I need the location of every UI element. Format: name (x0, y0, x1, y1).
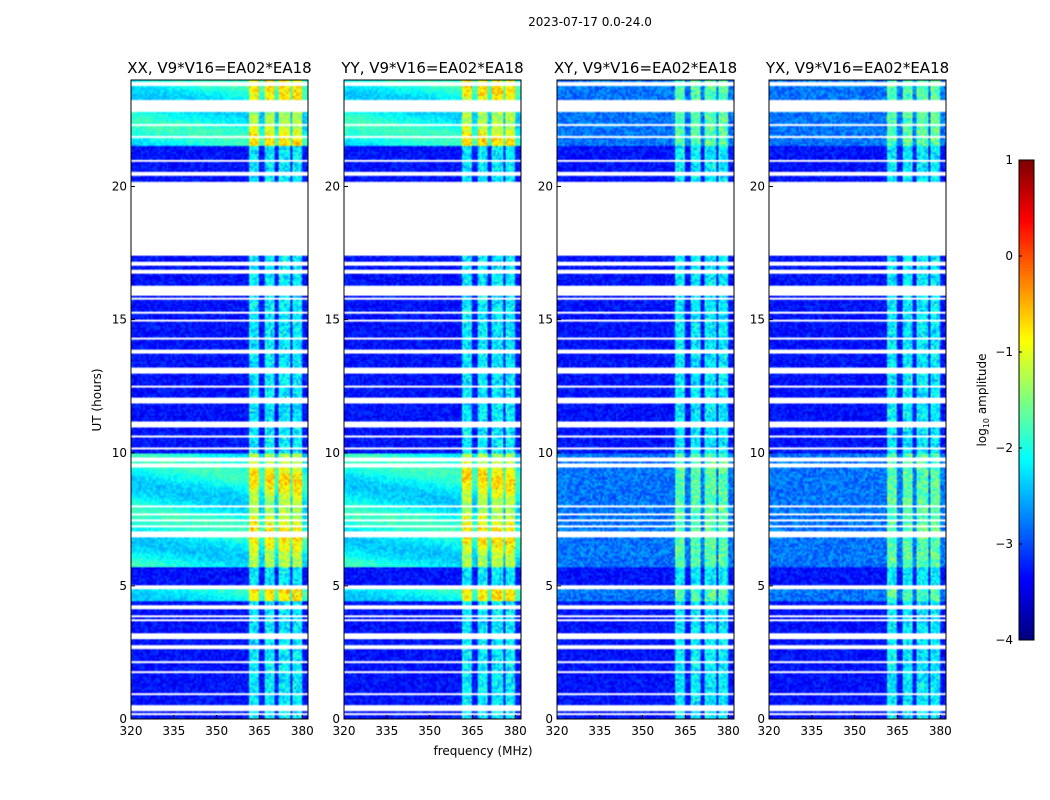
colorbar-gradient (1019, 160, 1034, 640)
panel-title: YX, V9*V16=EA02*EA18 (765, 59, 949, 77)
x-tick-label: 380 (504, 724, 527, 738)
x-tick-label: 365 (461, 724, 484, 738)
y-tick-label: 5 (757, 579, 765, 593)
y-tick-label: 0 (332, 712, 340, 726)
y-tick-label: 10 (112, 446, 127, 460)
x-tick-label: 320 (333, 724, 356, 738)
x-tick-label: 350 (205, 724, 228, 738)
panel-title: YY, V9*V16=EA02*EA18 (340, 59, 523, 77)
x-tick-label: 350 (843, 724, 866, 738)
panel-yy: YY, V9*V16=EA02*EA18 0 5 10 15 20 320 335 350 365… (325, 59, 527, 738)
panel-frame (130, 79, 309, 720)
x-tick-label: 380 (717, 724, 740, 738)
x-tick-label: 365 (248, 724, 271, 738)
y-tick-label: 0 (757, 712, 765, 726)
panel-frame (768, 79, 947, 720)
x-tick-label: 365 (886, 724, 909, 738)
colorbar-tick-label: −4 (995, 633, 1013, 647)
y-tick-label: 20 (538, 180, 553, 194)
x-tick-label: 380 (929, 724, 952, 738)
colorbar-tick-label: −3 (995, 537, 1013, 551)
colorbar-label: log10 amplitude (975, 354, 991, 447)
y-tick-label: 5 (545, 579, 553, 593)
x-tick-label: 380 (291, 724, 314, 738)
x-tick-label: 335 (588, 724, 611, 738)
colorbar-tick-label: −1 (995, 345, 1013, 359)
x-tick-label: 350 (631, 724, 654, 738)
y-tick-label: 15 (750, 313, 765, 327)
y-tick-label: 10 (538, 446, 553, 460)
y-tick-label: 0 (545, 712, 553, 726)
panel-title: XX, V9*V16=EA02*EA18 (127, 59, 311, 77)
colorbar-tick-label: −2 (995, 441, 1013, 455)
colorbar-tick-label: 1 (1005, 153, 1013, 167)
x-axis-label: frequency (MHz) (433, 744, 532, 758)
x-tick-label: 335 (375, 724, 398, 738)
y-tick-label: 10 (750, 446, 765, 460)
panel-heatmap-xy (557, 80, 734, 719)
y-tick-label: 10 (325, 446, 340, 460)
x-tick-label: 320 (758, 724, 781, 738)
panel-xy: XY, V9*V16=EA02*EA18 0 5 10 15 20 320 335 350 365… (538, 59, 740, 738)
panel-yx: YX, V9*V16=EA02*EA18 0 5 10 15 20 320 335 350 365… (750, 59, 952, 738)
y-tick-label: 5 (332, 579, 340, 593)
colorbar-label-sub: 10 (982, 418, 991, 428)
panel-heatmap-xx (131, 80, 308, 719)
colorbar-label-main: log (975, 428, 989, 446)
colorbar-tick-label: 0 (1005, 249, 1013, 263)
x-tick-label: 335 (162, 724, 185, 738)
y-tick-label: 20 (112, 180, 127, 194)
y-tick-label: 15 (538, 313, 553, 327)
y-tick-label: 5 (119, 579, 127, 593)
y-axis-label: UT (hours) (90, 368, 104, 431)
y-tick-label: 0 (119, 712, 127, 726)
y-tick-label: 20 (750, 180, 765, 194)
colorbar: −4 −3 −2 −1 0 1 log10 amplitude (975, 153, 1035, 647)
figure-suptitle: 2023-07-17 0.0-24.0 (528, 15, 652, 29)
panel-heatmap-yy (344, 80, 521, 719)
x-tick-label: 350 (418, 724, 441, 738)
x-tick-label: 320 (120, 724, 143, 738)
panel-frame (556, 79, 735, 720)
y-tick-label: 15 (112, 313, 127, 327)
panel-title: XY, V9*V16=EA02*EA18 (554, 59, 737, 77)
panel-frame (343, 79, 522, 720)
panel-xx: XX, V9*V16=EA02*EA18 0 5 10 15 20 320 335 350 365… (112, 59, 314, 738)
x-tick-label: 320 (546, 724, 569, 738)
y-tick-label: 15 (325, 313, 340, 327)
panels-group: XX, V9*V16=EA02*EA18 0 5 10 15 20 320 335 350 365… (112, 59, 952, 738)
x-tick-label: 365 (674, 724, 697, 738)
panel-heatmap-yx (769, 80, 946, 719)
colorbar-label-tail: amplitude (975, 354, 989, 418)
x-tick-label: 335 (800, 724, 823, 738)
colorbar-frame (1018, 159, 1035, 641)
y-tick-label: 20 (325, 180, 340, 194)
